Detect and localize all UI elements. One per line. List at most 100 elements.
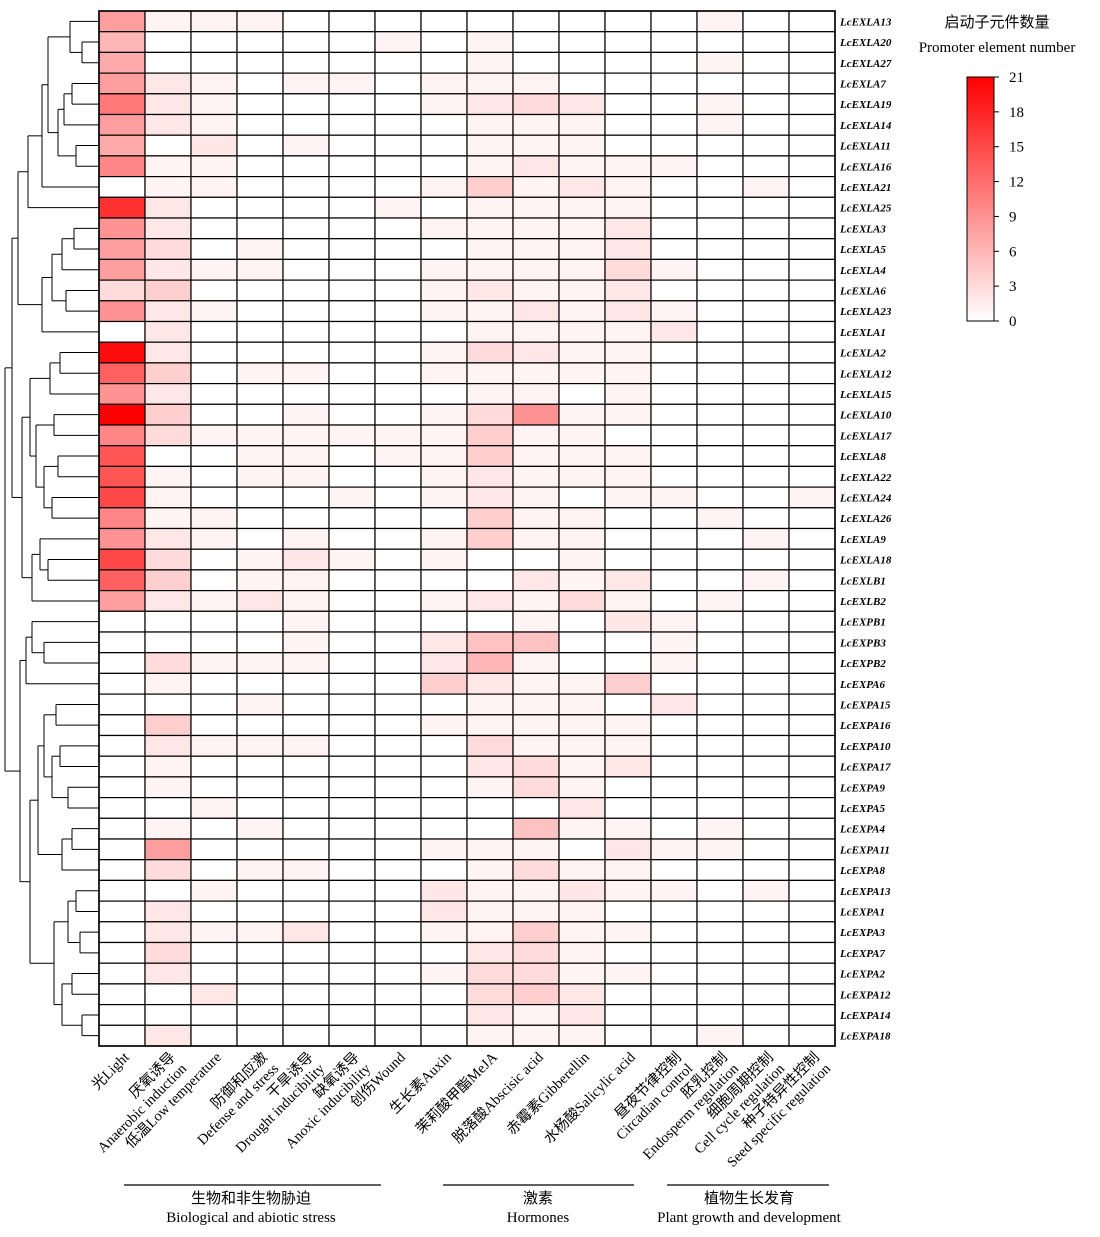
- heatmap-cell: [788, 983, 836, 1006]
- heatmap-cell: [190, 817, 238, 840]
- heatmap-cell: [374, 341, 422, 364]
- heatmap-cell: [328, 589, 376, 612]
- heatmap-cell: [98, 113, 146, 136]
- heatmap-cell: [650, 983, 698, 1006]
- heatmap-cell: [144, 589, 192, 612]
- legend-tick-label: 15: [1009, 140, 1024, 156]
- heatmap-cell: [190, 51, 238, 74]
- heatmap-cell: [512, 548, 560, 571]
- legend-tick-label: 0: [1009, 314, 1017, 330]
- heatmap-cell: [98, 155, 146, 178]
- row-label: LcEXPA2: [839, 969, 886, 981]
- heatmap-cell: [466, 589, 514, 612]
- heatmap-cell: [788, 1003, 836, 1026]
- heatmap-cell: [696, 217, 744, 240]
- heatmap-cell: [604, 362, 652, 385]
- row-label: LcEXLA27: [839, 58, 892, 70]
- heatmap-cell: [742, 879, 790, 902]
- heatmap-cell: [466, 320, 514, 343]
- heatmap-cell: [604, 445, 652, 468]
- row-label: LcEXLA23: [839, 306, 892, 318]
- heatmap-cell: [236, 445, 284, 468]
- heatmap-cell: [282, 217, 330, 240]
- row-label: LcEXLA26: [839, 513, 892, 525]
- row-label: LcEXPA10: [839, 741, 891, 753]
- heatmap-cell: [236, 383, 284, 405]
- heatmap-cell: [696, 258, 744, 281]
- row-label: LcEXPA7: [839, 948, 886, 960]
- heatmap-cell: [190, 486, 238, 509]
- heatmap-cell: [374, 155, 422, 178]
- heatmap-cell: [604, 755, 652, 778]
- heatmap-cell: [650, 900, 698, 923]
- heatmap-cell: [98, 320, 146, 343]
- heatmap-cell: [466, 465, 514, 488]
- heatmap-cell: [98, 1024, 146, 1047]
- heatmap-cell: [374, 258, 422, 281]
- heatmap-cell: [512, 1003, 560, 1026]
- heatmap-cell: [98, 548, 146, 571]
- heatmap-cell: [328, 113, 376, 136]
- heatmap-cell: [144, 424, 192, 447]
- row-label: LcEXPA8: [839, 865, 886, 877]
- heatmap-cell: [282, 817, 330, 840]
- heatmap-cell: [328, 941, 376, 964]
- heatmap-cell: [374, 859, 422, 882]
- column-label: 赤霉素Gibberellin: [503, 1048, 593, 1138]
- heatmap-cell: [328, 486, 376, 509]
- heatmap-cell: [190, 424, 238, 447]
- heatmap-cell: [420, 693, 468, 716]
- heatmap-cell: [788, 51, 836, 74]
- heatmap-cell: [696, 51, 744, 74]
- heatmap-cell: [236, 921, 284, 944]
- heatmap-cell: [604, 486, 652, 509]
- heatmap-cell: [512, 796, 560, 819]
- heatmap-cell: [236, 320, 284, 343]
- heatmap-cell: [328, 527, 376, 550]
- heatmap-cell: [144, 776, 192, 799]
- heatmap-cell: [466, 714, 514, 737]
- heatmap-cell: [328, 196, 376, 219]
- heatmap-cell: [604, 1024, 652, 1047]
- heatmap-cell: [374, 672, 422, 695]
- heatmap-cell: [604, 589, 652, 612]
- heatmap-cell: [558, 424, 606, 447]
- heatmap-cell: [558, 300, 606, 323]
- heatmap-cell: [788, 445, 836, 468]
- heatmap-cell: [788, 300, 836, 323]
- heatmap-cell: [236, 279, 284, 302]
- heatmap-cell: [512, 734, 560, 757]
- heatmap-cell: [98, 672, 146, 695]
- heatmap-cell: [144, 900, 192, 923]
- heatmap-cell: [374, 51, 422, 74]
- heatmap-cell: [604, 51, 652, 74]
- heatmap-cell: [374, 1003, 422, 1026]
- heatmap-cell: [374, 983, 422, 1006]
- heatmap-cell: [466, 693, 514, 716]
- row-label: LcEXPA5: [839, 803, 886, 815]
- heatmap-cell: [512, 424, 560, 447]
- heatmap-cell: [236, 403, 284, 426]
- heatmap-cell: [144, 10, 192, 33]
- heatmap-cell: [650, 176, 698, 198]
- heatmap-cell: [604, 879, 652, 902]
- heatmap-cell: [650, 859, 698, 882]
- heatmap-cell: [650, 113, 698, 136]
- heatmap-cell: [650, 755, 698, 778]
- heatmap-cell: [236, 983, 284, 1006]
- heatmap-cell: [98, 465, 146, 488]
- heatmap-cell: [190, 921, 238, 944]
- heatmap-cell: [650, 31, 698, 54]
- heatmap-cell: [144, 320, 192, 343]
- heatmap-cell: [374, 507, 422, 530]
- heatmap-cell: [328, 445, 376, 468]
- heatmap-cell: [696, 10, 744, 33]
- heatmap-cell: [190, 734, 238, 757]
- heatmap-cell: [788, 72, 836, 95]
- heatmap-cell: [190, 300, 238, 323]
- heatmap-cell: [236, 714, 284, 737]
- heatmap-cell: [190, 796, 238, 819]
- group-label-zh: 植物生长发育: [704, 1190, 794, 1207]
- heatmap-cell: [604, 320, 652, 343]
- heatmap-cell: [236, 755, 284, 778]
